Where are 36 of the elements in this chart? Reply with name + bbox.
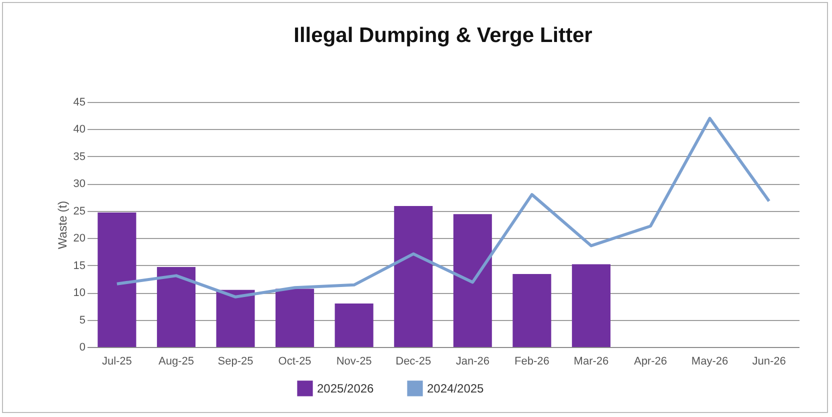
y-tick-label: 35 <box>73 150 86 163</box>
x-tick-label: Jun-26 <box>752 356 786 368</box>
y-tick-label: 40 <box>73 124 86 136</box>
bar <box>98 212 136 347</box>
bar <box>394 206 433 347</box>
bar <box>453 214 492 347</box>
bar <box>512 274 552 347</box>
y-tick-label: 25 <box>73 205 86 218</box>
x-tick-label: Sep-25 <box>218 356 254 368</box>
bar <box>334 303 374 347</box>
chart-title: Illegal Dumping & Verge Litter <box>294 24 592 47</box>
y-axis-title: Waste (t) <box>55 200 70 250</box>
bar <box>216 290 255 347</box>
y-tick-label: 15 <box>73 260 86 272</box>
x-tick-label: Feb-26 <box>514 356 550 368</box>
bar <box>156 266 196 347</box>
x-tick-label: May-26 <box>691 356 728 368</box>
y-tick-label: 5 <box>79 314 86 326</box>
x-tick-label: Dec-25 <box>396 356 432 368</box>
x-tick-label: Oct-25 <box>278 356 312 368</box>
y-tick-label: 0 <box>79 342 86 354</box>
line-series <box>115 116 771 298</box>
y-tick-label: 20 <box>73 232 86 245</box>
legend-label: 2025/2026 <box>317 381 374 396</box>
x-tick-label: Aug-25 <box>158 356 194 368</box>
x-tick-label: Apr-26 <box>634 356 668 368</box>
x-tick-label: Nov-25 <box>336 356 372 368</box>
y-tick-label: 45 <box>73 96 86 108</box>
x-tick-label: Mar-26 <box>574 356 609 368</box>
bar <box>276 288 314 347</box>
x-tick-label: Jan-26 <box>456 356 490 368</box>
legend-label: 2024/2025 <box>427 381 484 396</box>
bar <box>572 264 610 347</box>
y-tick-label: 10 <box>73 287 86 300</box>
x-tick-label: Jul-25 <box>102 356 132 368</box>
y-tick-label: 30 <box>73 178 86 190</box>
